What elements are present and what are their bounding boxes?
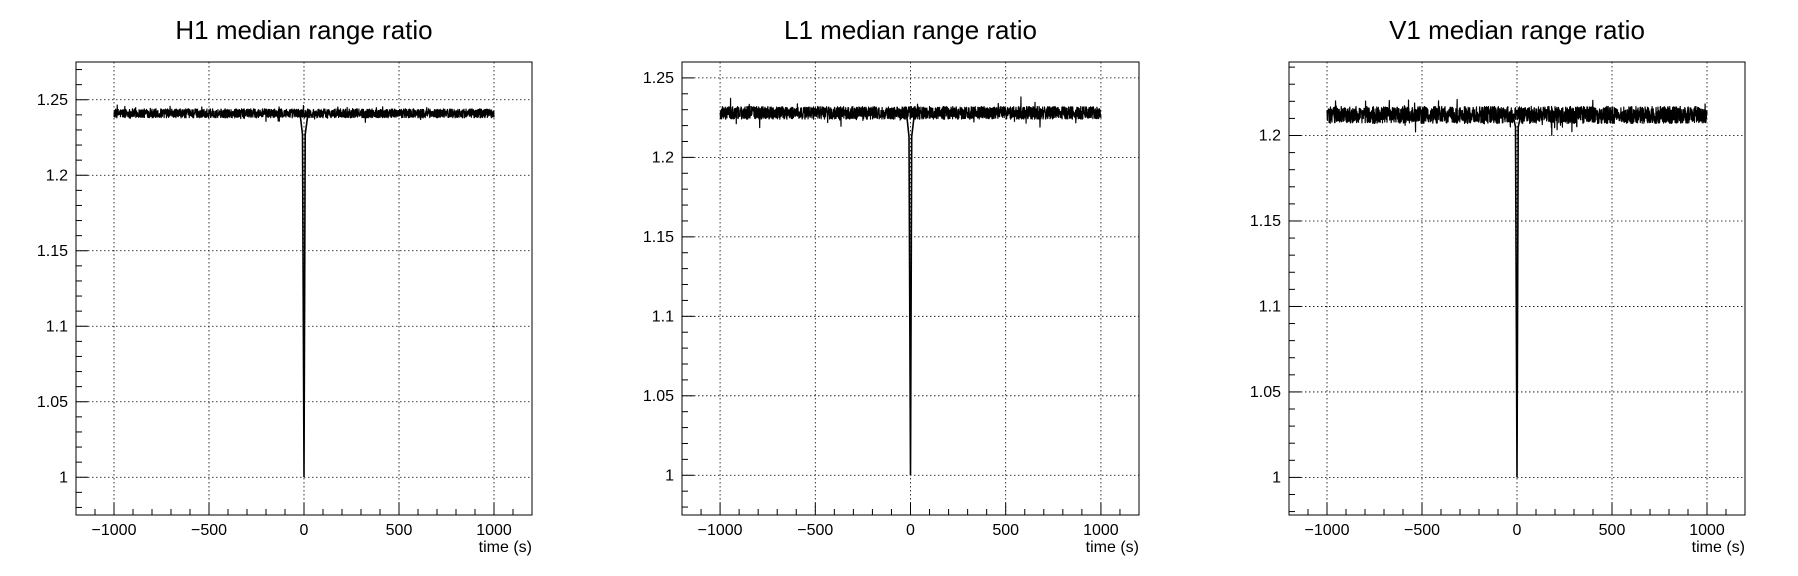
x-tick-label: 1000 <box>1689 522 1725 539</box>
y-tick-label: 1.1 <box>652 308 674 325</box>
y-tick-label: 1.25 <box>643 70 674 87</box>
series-line <box>719 96 1102 129</box>
y-tick-label: 1.2 <box>46 167 68 184</box>
y-tick-label: 1.05 <box>37 394 68 411</box>
x-tick-label: 1000 <box>1083 522 1119 539</box>
series-dip <box>1512 114 1522 478</box>
x-axis-label: time (s) <box>479 539 532 556</box>
y-tick-label: 1.25 <box>37 92 68 109</box>
x-tick-label: 0 <box>300 522 309 539</box>
chart-title: H1 median range ratio <box>175 15 432 45</box>
y-tick-label: 1.15 <box>37 243 68 260</box>
series-dip <box>299 113 309 478</box>
series-line <box>1326 98 1708 136</box>
y-tick-label: 1.15 <box>643 229 674 246</box>
x-tick-label: 1000 <box>476 522 512 539</box>
x-tick-label: 0 <box>906 522 915 539</box>
x-axis-label: time (s) <box>1086 539 1139 556</box>
x-tick-label: −500 <box>191 522 227 539</box>
x-tick-label: −500 <box>1404 522 1440 539</box>
chart-title: V1 median range ratio <box>1389 15 1645 45</box>
chart-panel-l1: L1 median range ratio −1000 −500 0 500 1000 1 1… <box>600 0 1200 576</box>
chart-title: L1 median range ratio <box>784 15 1037 45</box>
y-tick-label: 1.05 <box>1250 384 1281 401</box>
y-tick-label: 1.1 <box>1259 298 1281 315</box>
y-tick-label: 1 <box>1272 469 1281 486</box>
y-tick-label: 1.2 <box>1259 128 1281 145</box>
x-tick-label: −1000 <box>1305 522 1350 539</box>
x-tick-label: −500 <box>797 522 833 539</box>
y-tick-label: 1 <box>665 467 674 484</box>
y-tick-label: 1.2 <box>652 149 674 166</box>
y-tick-label: 1.05 <box>643 388 674 405</box>
x-tick-label: 500 <box>992 522 1019 539</box>
chart-panel-h1: H1 median range ratio −1000 −500 0 500 1000 1 1… <box>0 0 600 576</box>
chart-h1: H1 median range ratio −1000 −500 0 500 1000 1 1… <box>37 15 533 556</box>
y-tick-label: 1 <box>59 469 68 486</box>
series-line <box>113 104 495 123</box>
chart-panel-v1: V1 median range ratio −1000 −500 0 500 1000 1 1… <box>1200 0 1798 576</box>
x-tick-label: −1000 <box>92 522 137 539</box>
chart-v1: V1 median range ratio −1000 −500 0 500 1000 1 1… <box>1250 15 1746 556</box>
x-tick-label: 500 <box>386 522 413 539</box>
x-axis-label: time (s) <box>1692 539 1745 556</box>
y-tick-label: 1.1 <box>46 318 68 335</box>
x-tick-label: −1000 <box>698 522 743 539</box>
series-dip <box>905 112 916 476</box>
x-tick-label: 500 <box>1599 522 1626 539</box>
chart-l1: L1 median range ratio −1000 −500 0 500 1000 1 1… <box>643 15 1140 556</box>
x-tick-label: 0 <box>1513 522 1522 539</box>
y-tick-label: 1.15 <box>1250 213 1281 230</box>
